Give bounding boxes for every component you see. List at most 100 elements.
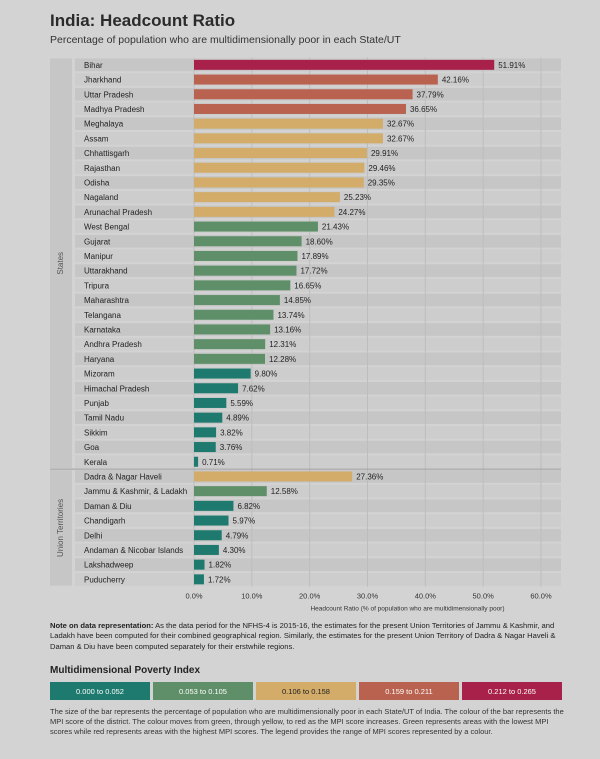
bar-value-label: 36.65% (410, 105, 437, 114)
row-label: Kerala (84, 458, 108, 467)
row-background (75, 293, 561, 307)
bar-value-label: 29.35% (368, 178, 395, 187)
bar-value-label: 14.85% (284, 296, 311, 305)
bar-value-label: 27.36% (356, 472, 383, 481)
bar-value-label: 29.91% (371, 149, 398, 158)
data-note-text: As the data period for the NFHS-4 is 201… (50, 621, 556, 651)
bar-value-label: 24.27% (338, 208, 365, 217)
row-background (75, 308, 561, 322)
x-tick-label: 10.0% (241, 592, 263, 601)
bar-value-label: 16.65% (294, 281, 321, 290)
bar (194, 486, 267, 497)
row-background (75, 220, 561, 233)
bar-value-label: 4.89% (226, 414, 249, 423)
bar (194, 206, 335, 217)
row-label: Delhi (84, 531, 102, 540)
bar (194, 456, 199, 467)
bar (194, 544, 219, 555)
bar (194, 192, 340, 203)
row-label: Bihar (84, 61, 103, 70)
bar (194, 280, 291, 291)
bar (194, 442, 216, 453)
row-label: Himachal Pradesh (84, 384, 149, 393)
bar-value-label: 32.67% (387, 134, 414, 143)
bar (194, 74, 438, 85)
bar (194, 89, 413, 100)
row-background (75, 528, 561, 542)
bar-value-label: 9.80% (255, 370, 278, 379)
x-tick-label: 0.0% (185, 592, 202, 601)
group-band (50, 58, 72, 469)
data-note: Note on data representation: As the data… (50, 621, 565, 652)
group-label: Union Territories (56, 499, 65, 557)
row-label: Madhya Pradesh (84, 105, 144, 114)
row-label: Lakshadweep (84, 561, 134, 570)
legend-item: 0.159 to 0.211 (359, 682, 459, 700)
row-label: West Bengal (84, 223, 129, 232)
row-label: Rajasthan (84, 164, 120, 173)
bar (194, 515, 229, 526)
bar-value-label: 3.76% (220, 443, 243, 452)
bar-value-label: 21.43% (322, 223, 349, 232)
bar-value-label: 6.82% (237, 502, 260, 511)
bar-value-label: 13.16% (274, 325, 301, 334)
bar-value-label: 17.72% (300, 267, 327, 276)
headcount-ratio-bar-chart: 0.0% 10.0% 20.0% 30.0% 40.0% 50.0% 60.0% States… (50, 57, 561, 613)
bar-value-label: 18.60% (306, 237, 333, 246)
bar (194, 397, 227, 408)
bar (194, 236, 302, 247)
row-background (75, 352, 561, 366)
bar (194, 177, 364, 188)
bar (194, 103, 406, 114)
bar-value-label: 42.16% (442, 76, 469, 85)
row-label: Sikkim (84, 428, 108, 437)
row-background (75, 514, 561, 527)
bar-value-label: 0.71% (202, 458, 225, 467)
bar (194, 530, 222, 541)
row-label: Gujarat (84, 237, 111, 246)
bar-value-label: 12.28% (269, 355, 296, 364)
bar-value-label: 12.58% (271, 487, 298, 496)
row-label: Chhattisgarh (84, 149, 129, 158)
page-title: India: Headcount Ratio (50, 11, 236, 30)
mpi-legend: 0.000 to 0.052 0.053 to 0.105 0.106 to 0.1… (50, 682, 562, 700)
bar-value-label: 32.67% (387, 120, 414, 129)
row-label: Goa (84, 443, 100, 452)
bar (194, 383, 239, 394)
row-background (75, 573, 561, 586)
row-background (75, 323, 561, 336)
bar-value-label: 1.72% (208, 575, 231, 584)
bar (194, 559, 205, 570)
bar-value-label: 29.46% (368, 164, 395, 173)
x-tick-label: 30.0% (357, 592, 379, 601)
legend-item: 0.000 to 0.052 (50, 682, 150, 700)
row-label: Meghalaya (84, 120, 124, 129)
row-background (75, 455, 561, 469)
bar (194, 368, 251, 379)
group-band (50, 470, 72, 586)
row-background (75, 426, 561, 439)
row-label: Chandigarh (84, 517, 125, 526)
row-label: Punjab (84, 399, 109, 408)
row-label: Puducherry (84, 575, 125, 584)
bar-value-label: 3.82% (220, 428, 243, 437)
bar (194, 339, 266, 350)
bar-value-label: 4.79% (226, 531, 249, 540)
row-label: Assam (84, 134, 109, 143)
row-background (75, 558, 561, 571)
row-label: Andaman & Nicobar Islands (84, 546, 183, 555)
row-label: Tripura (84, 281, 110, 290)
bar (194, 250, 298, 261)
group-label: States (56, 252, 65, 275)
bar-value-label: 4.30% (223, 546, 246, 555)
x-tick-label: 60.0% (530, 592, 552, 601)
bar (194, 427, 217, 438)
row-label: Arunachal Pradesh (84, 208, 152, 217)
bar-value-label: 51.91% (498, 61, 525, 70)
x-tick-label: 50.0% (473, 592, 495, 601)
bar (194, 59, 495, 70)
row-label: Manipur (84, 252, 113, 261)
row-label: Haryana (84, 355, 115, 364)
bar-value-label: 5.59% (230, 399, 253, 408)
bar (194, 265, 297, 276)
